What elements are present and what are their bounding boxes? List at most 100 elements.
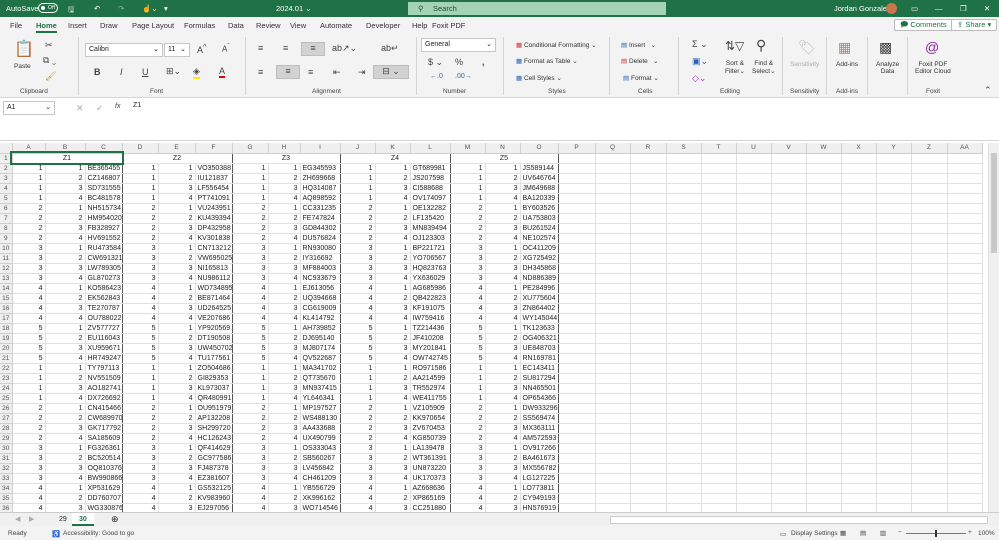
worksheet-grid[interactable]: A B C D E F G H I J K L M N O P Q R S T U V W X Y Z AA 1 Z1 Z2 Z3 Z4 Z5 2… xyxy=(0,143,988,512)
cell[interactable] xyxy=(771,433,807,444)
group-cell[interactable]: 5 xyxy=(122,333,159,344)
cell[interactable] xyxy=(595,193,631,204)
code-cell[interactable]: SU817294 xyxy=(520,373,559,384)
row-header[interactable]: 19 xyxy=(0,333,13,344)
code-cell[interactable]: BW990866 xyxy=(85,473,123,484)
cell[interactable] xyxy=(806,343,842,354)
cell[interactable] xyxy=(841,263,877,274)
cell[interactable] xyxy=(558,443,596,454)
cell[interactable] xyxy=(595,333,631,344)
code-cell[interactable]: JS207598 xyxy=(410,173,451,184)
cell[interactable] xyxy=(841,503,877,512)
sequence-cell[interactable]: 2 xyxy=(45,293,86,304)
cell[interactable] xyxy=(595,473,631,484)
cell[interactable] xyxy=(771,223,807,234)
row-header[interactable]: 30 xyxy=(0,443,13,454)
cell[interactable] xyxy=(841,343,877,354)
group-cell[interactable]: 1 xyxy=(450,383,486,394)
cell[interactable] xyxy=(595,173,631,184)
sequence-cell[interactable]: 3 xyxy=(158,343,196,354)
sequence-cell[interactable]: 2 xyxy=(158,413,196,424)
cell[interactable] xyxy=(947,473,983,484)
group-cell[interactable]: 1 xyxy=(232,163,269,174)
code-cell[interactable]: UN873220 xyxy=(410,463,451,474)
cell[interactable] xyxy=(558,313,596,324)
cell[interactable] xyxy=(911,193,948,204)
cell[interactable] xyxy=(806,503,842,512)
add-ins-button[interactable]: Add-ins xyxy=(836,61,859,68)
sequence-cell[interactable]: 4 xyxy=(158,473,196,484)
cell[interactable] xyxy=(911,413,948,424)
code-cell[interactable]: HR749247 xyxy=(85,353,123,364)
code-cell[interactable]: HM954020 xyxy=(85,213,123,224)
currency-icon[interactable]: $ ⌄ xyxy=(428,57,444,67)
page-break-icon[interactable]: ▥ xyxy=(880,530,887,537)
cell[interactable] xyxy=(701,263,737,274)
avatar[interactable] xyxy=(886,3,897,14)
align-middle-icon[interactable]: ≡ xyxy=(283,43,289,53)
row-header[interactable]: 1 xyxy=(0,153,13,164)
cell[interactable] xyxy=(666,343,702,354)
cell[interactable] xyxy=(876,383,912,394)
row-header[interactable]: 23 xyxy=(0,373,13,384)
cell[interactable] xyxy=(876,293,912,304)
cell[interactable] xyxy=(876,423,912,434)
sequence-cell[interactable]: 4 xyxy=(375,473,411,484)
cell[interactable] xyxy=(595,423,631,434)
cell[interactable] xyxy=(736,203,772,214)
share-button[interactable]: ⇪ Share ▾ xyxy=(951,19,998,31)
cell[interactable] xyxy=(558,453,596,464)
sequence-cell[interactable]: 1 xyxy=(375,163,411,174)
sequence-cell[interactable]: 4 xyxy=(158,393,196,404)
cell[interactable] xyxy=(911,383,948,394)
sequence-cell[interactable]: 1 xyxy=(268,443,301,454)
sequence-cell[interactable]: 2 xyxy=(375,373,411,384)
code-cell[interactable]: PT741091 xyxy=(195,193,233,204)
sequence-cell[interactable]: 1 xyxy=(268,283,301,294)
group-cell[interactable]: 3 xyxy=(232,443,269,454)
cell[interactable] xyxy=(771,333,807,344)
code-cell[interactable]: OS333043 xyxy=(300,443,341,454)
code-cell[interactable]: DT190508 xyxy=(195,333,233,344)
group-cell[interactable]: 2 xyxy=(232,223,269,234)
group-cell[interactable]: 4 xyxy=(340,313,376,324)
code-cell[interactable]: IY316692 xyxy=(300,253,341,264)
group-cell[interactable]: 3 xyxy=(122,243,159,254)
group-cell[interactable]: 3 xyxy=(340,453,376,464)
group-cell[interactable]: 4 xyxy=(340,303,376,314)
display-settings-icon[interactable]: ▭ xyxy=(780,531,787,538)
row-header[interactable]: 6 xyxy=(0,203,13,214)
group-cell[interactable]: 3 xyxy=(450,263,486,274)
group-cell[interactable]: 4 xyxy=(122,483,159,494)
group-cell[interactable]: 2 xyxy=(232,413,269,424)
sequence-cell[interactable]: 3 xyxy=(375,343,411,354)
sequence-cell[interactable]: 4 xyxy=(485,473,521,484)
cell[interactable] xyxy=(841,193,877,204)
code-cell[interactable]: TR552974 xyxy=(410,383,451,394)
cell[interactable] xyxy=(911,263,948,274)
sequence-cell[interactable]: 2 xyxy=(268,253,301,264)
code-cell[interactable]: OJ123303 xyxy=(410,233,451,244)
sequence-cell[interactable]: 4 xyxy=(45,313,86,324)
column-header-D[interactable]: D xyxy=(122,143,159,154)
cell[interactable] xyxy=(806,223,842,234)
column-header-I[interactable]: I xyxy=(300,143,341,154)
group-cell[interactable]: 4 xyxy=(450,483,486,494)
cell[interactable] xyxy=(841,223,877,234)
cell[interactable] xyxy=(876,273,912,284)
cell[interactable] xyxy=(736,193,772,204)
cell[interactable] xyxy=(630,203,667,214)
cell[interactable] xyxy=(558,183,596,194)
row-header[interactable]: 7 xyxy=(0,213,13,224)
block-header-cell[interactable]: Z2 xyxy=(122,153,233,164)
sequence-cell[interactable]: 3 xyxy=(485,263,521,274)
insert-function-icon[interactable]: fx xyxy=(115,103,121,110)
code-cell[interactable]: DW933296 xyxy=(520,403,559,414)
sequence-cell[interactable]: 2 xyxy=(158,373,196,384)
insert-cells-button[interactable]: ▤ Insert ⌄ xyxy=(621,42,657,49)
cell[interactable] xyxy=(558,423,596,434)
group-cell[interactable]: 2 xyxy=(122,233,159,244)
sequence-cell[interactable]: 4 xyxy=(375,433,411,444)
cell[interactable] xyxy=(666,223,702,234)
cell[interactable] xyxy=(911,443,948,454)
